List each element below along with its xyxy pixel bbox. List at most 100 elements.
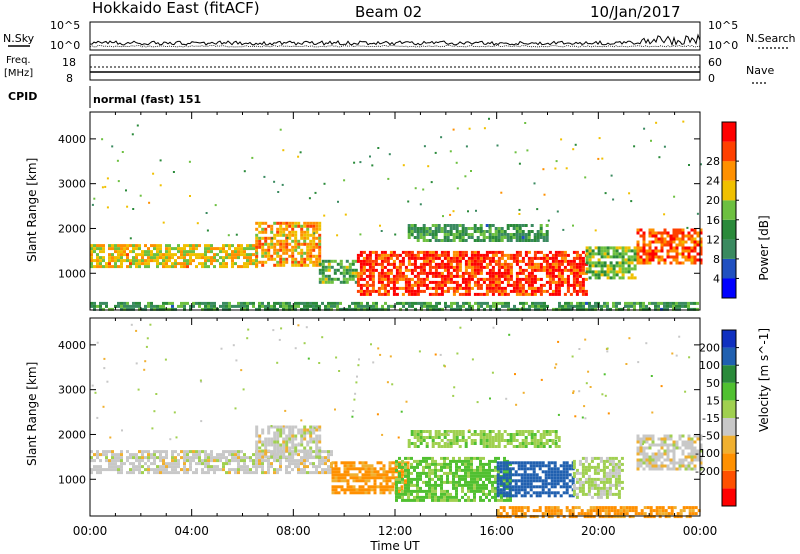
- velocity-cell: [515, 430, 519, 433]
- power-cell: [476, 268, 480, 272]
- velocity-cell: [470, 439, 474, 442]
- power-cell: [300, 257, 304, 261]
- velocity-cell: [696, 437, 700, 441]
- velocity-cell: [398, 471, 401, 475]
- velocity-cell: [425, 459, 428, 463]
- power-cell: [333, 304, 336, 308]
- velocity-cell: [458, 465, 461, 469]
- power-cell: [539, 236, 543, 239]
- power-cell: [621, 252, 625, 256]
- velocity-cell: [135, 456, 138, 460]
- velocity-cell: [532, 491, 536, 495]
- velocity-cell: [258, 446, 262, 450]
- velocity-cell: [464, 439, 468, 442]
- power-cell: [356, 274, 360, 278]
- velocity-cell: [324, 471, 327, 475]
- velocity-cell: [699, 443, 703, 447]
- power-cell: [672, 228, 676, 232]
- power-cell: [153, 247, 156, 251]
- power-cell: [537, 304, 540, 308]
- power-cell: [612, 304, 615, 308]
- velocity-cell: [611, 456, 615, 460]
- velocity-cell: [407, 486, 410, 490]
- power-cell: [120, 253, 123, 257]
- velocity-cell: [506, 498, 509, 502]
- velocity-cell: [309, 462, 312, 466]
- power-cell: [401, 277, 405, 281]
- velocity-cell: [613, 515, 617, 519]
- power-cell: [419, 236, 423, 239]
- power-cell: [407, 286, 411, 290]
- power-cell: [365, 259, 369, 263]
- power-cell: [285, 307, 288, 311]
- velocity-cell: [614, 462, 618, 466]
- power-cell: [252, 301, 255, 305]
- power-echo: [131, 133, 134, 136]
- power-cell: [183, 301, 186, 305]
- power-cell: [93, 307, 96, 311]
- power-cell: [246, 253, 249, 257]
- power-cell: [276, 260, 280, 264]
- power-cell: [663, 228, 667, 232]
- power-cell: [566, 280, 570, 284]
- power-cell: [564, 301, 567, 305]
- power-cell: [267, 224, 271, 228]
- power-cell: [425, 230, 429, 233]
- velocity-cell: [114, 456, 117, 460]
- power-cell: [578, 253, 582, 257]
- velocity-cell: [425, 442, 429, 445]
- power-cell: [117, 253, 120, 257]
- power-cell: [306, 251, 310, 255]
- power-cell: [609, 246, 613, 250]
- power-cell: [398, 259, 402, 263]
- velocity-cell: [162, 462, 165, 466]
- power-cell: [383, 250, 387, 254]
- velocity-cell: [180, 456, 183, 460]
- velocity-cell: [352, 476, 356, 480]
- power-echo: [555, 160, 558, 163]
- power-cell: [210, 247, 213, 251]
- velocity-cell: [388, 476, 392, 480]
- velocity-cell: [494, 492, 497, 496]
- power-cell: [506, 239, 510, 242]
- velocity-cell: [496, 464, 500, 468]
- power-cell: [261, 245, 265, 249]
- power-cell: [428, 233, 432, 236]
- velocity-cell: [273, 452, 277, 456]
- power-cell: [345, 259, 349, 263]
- power-cell: [464, 239, 468, 242]
- velocity-cell: [177, 462, 180, 466]
- power-echo: [543, 193, 546, 196]
- power-cell: [455, 271, 459, 275]
- power-cell: [567, 304, 570, 308]
- power-cell: [497, 230, 501, 233]
- power-cell: [588, 270, 592, 274]
- velocity-cell: [559, 512, 563, 516]
- velocity-cell: [276, 446, 280, 450]
- power-echo: [456, 187, 459, 190]
- velocity-cell: [553, 509, 557, 513]
- power-cell: [575, 253, 579, 257]
- power-cell: [600, 273, 604, 277]
- velocity-cell: [648, 455, 652, 459]
- power-cell: [252, 262, 255, 266]
- power-cell: [168, 265, 171, 269]
- power-cell: [234, 256, 237, 260]
- velocity-cell: [470, 459, 473, 463]
- power-cell: [123, 304, 126, 308]
- power-cell: [545, 256, 549, 260]
- velocity-cell: [506, 468, 509, 472]
- power-cell: [557, 271, 561, 275]
- power-cell: [387, 304, 390, 308]
- velocity-cell: [488, 480, 491, 484]
- velocity-cell: [192, 459, 195, 463]
- power-cell: [603, 273, 607, 277]
- power-cell: [509, 283, 513, 287]
- velocity-cell: [690, 440, 694, 444]
- velocity-cell: [288, 440, 292, 444]
- power-cell: [456, 307, 459, 311]
- power-cell: [327, 274, 331, 278]
- power-cell: [470, 236, 474, 239]
- power-cell: [507, 307, 510, 311]
- power-cell: [521, 259, 525, 263]
